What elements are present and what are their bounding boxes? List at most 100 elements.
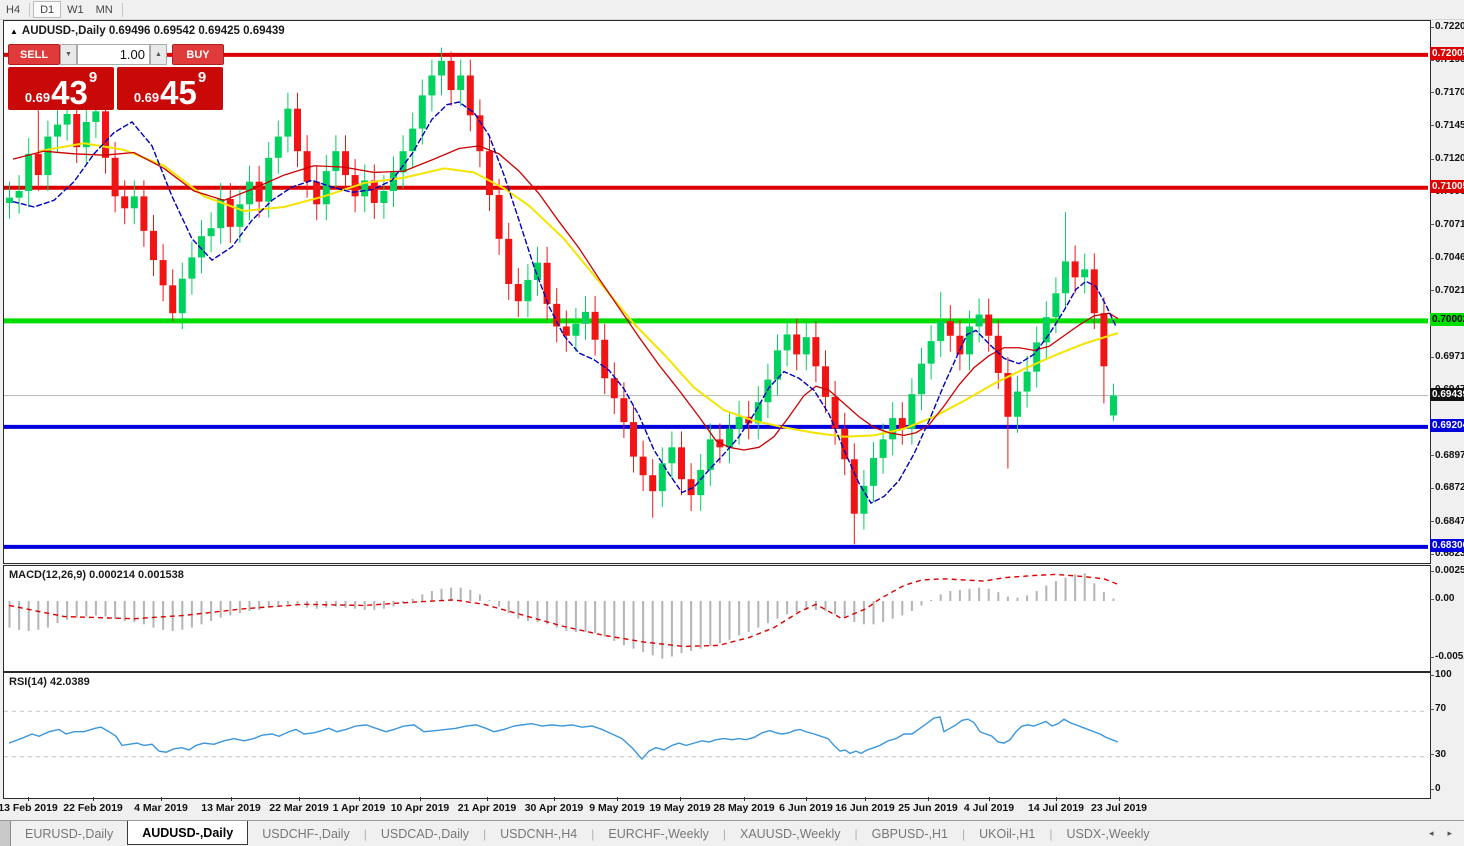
chart-tab-ukoil-h1[interactable]: UKOil-,H1 (979, 826, 1036, 841)
date-label: 1 Apr 2019 (332, 802, 386, 814)
date-tick (744, 797, 745, 801)
price-badge: 0.72005 (1430, 46, 1464, 60)
buy-button[interactable]: BUY (172, 44, 224, 65)
candle-up (726, 428, 733, 448)
candle-up (207, 228, 215, 237)
candle-down (639, 456, 647, 476)
rsi-chart-canvas[interactable] (4, 673, 1428, 796)
candle-up (783, 334, 791, 351)
candle-down (1004, 372, 1012, 417)
candle-up (668, 447, 676, 464)
timeframe-h4-button[interactable]: H4 (0, 1, 26, 18)
candle-up (438, 60, 445, 76)
candle-up (1033, 342, 1041, 372)
date-axis[interactable]: 13 Feb 2019 22 Feb 2019 4 Mar 2019 13 Mar 2… (0, 797, 1429, 818)
candle-down (985, 314, 993, 336)
candle-down (812, 337, 820, 367)
chart-tab-gbpusd-h1[interactable]: GBPUSD-,H1 (871, 826, 948, 841)
candle-down (649, 475, 657, 492)
candle-up (572, 323, 580, 336)
volume-increase-button[interactable]: ▲ (150, 44, 167, 65)
candle-up (409, 128, 417, 152)
chart-tabs: EURUSD-,Daily AUDUSD-,Daily USDCHF-,Daily |… (11, 821, 1164, 846)
chart-tab-xauusd-weekly[interactable]: XAUUSD-,Weekly (739, 826, 841, 841)
macd-chart-canvas[interactable] (4, 566, 1428, 669)
price-axis[interactable]: 0.722000.719500.717050.714550.712050.709… (1429, 20, 1464, 798)
candle-up (802, 337, 810, 355)
macd-indicator-panel[interactable]: MACD(12,26,9) 0.000214 0.001538 (3, 565, 1431, 672)
rsi-tick-label: 100 (1430, 669, 1452, 680)
candle-up (198, 236, 205, 258)
price-tick-label: 0.71705 (1429, 87, 1464, 98)
tab-scroll-right-icon[interactable]: ▸ (1447, 828, 1452, 838)
chart-tab-usdcnh-h4[interactable]: USDCNH-,H4 (500, 826, 578, 841)
candle-up (54, 124, 61, 137)
chart-tab-eurusd-daily[interactable]: EURUSD-,Daily (25, 826, 114, 841)
rsi-indicator-panel[interactable]: RSI(14) 42.0389 (3, 672, 1431, 799)
candle-up (889, 418, 897, 440)
candle-up (524, 279, 532, 302)
chart-tab-usdchf-daily[interactable]: USDCHF-,Daily (262, 826, 350, 841)
date-label: 22 Mar 2019 (269, 802, 329, 814)
buy-price-box[interactable]: 0.69 45 9 (117, 67, 223, 110)
chart-tab-bar: EURUSD-,Daily AUDUSD-,Daily USDCHF-,Daily |… (0, 820, 1464, 846)
date-tick (554, 797, 555, 801)
buy-price-point: 9 (197, 69, 207, 86)
timeframe-w1-button[interactable]: W1 (61, 1, 90, 18)
date-tick (1056, 797, 1057, 801)
candle-up (879, 439, 887, 458)
candle-up (1081, 269, 1089, 278)
date-tick (231, 797, 232, 801)
timeframe-d1-button[interactable]: D1 (33, 1, 62, 18)
candlesticks (6, 47, 1117, 545)
candle-up (937, 321, 945, 342)
candle-down (294, 108, 301, 152)
chart-tab-eurchf-weekly[interactable]: EURCHF-,Weekly (608, 826, 709, 841)
candle-down (898, 418, 906, 429)
candle-down (476, 115, 484, 152)
sell-price-base: 0.69 (24, 90, 51, 105)
chart-tab-audusd-daily[interactable]: AUDUSD-,Daily (127, 821, 249, 845)
candle-up (697, 469, 705, 496)
candlestick-chart-canvas[interactable] (4, 21, 1428, 561)
date-label: 21 Apr 2019 (457, 802, 517, 814)
candle-up (390, 172, 397, 192)
date-label: 10 Apr 2019 (390, 802, 450, 814)
candle-up (418, 95, 426, 129)
collapse-triangle-icon[interactable]: ▲ (10, 27, 18, 36)
price-chart-panel[interactable] (3, 20, 1431, 564)
candle-up (332, 151, 340, 172)
tab-scroll-left-icon[interactable]: ◂ (1428, 828, 1434, 838)
candle-down (850, 459, 858, 514)
macd-tick-label: 0.002522 (1430, 565, 1464, 576)
tab-scroll-controls: ◂ ▸ (1429, 821, 1464, 846)
candle-down (601, 339, 609, 379)
buy-price-pips: 45 (160, 73, 197, 111)
candle-up (380, 191, 388, 203)
candle-down (610, 378, 618, 399)
candle-up (966, 326, 973, 355)
candle-down (34, 153, 42, 176)
timeframe-mn-button[interactable]: MN (90, 1, 119, 18)
chart-tab-usdcad-daily[interactable]: USDCAD-,Daily (380, 826, 470, 841)
date-label: 13 Feb 2019 (0, 802, 58, 814)
candle-up (361, 180, 369, 197)
date-label: 13 Mar 2019 (201, 802, 261, 814)
macd-signal-line (8, 573, 1119, 648)
macd-tick-label: -0.005234 (1429, 651, 1464, 662)
date-label: 4 Jul 2019 (963, 802, 1015, 814)
sell-price-box[interactable]: 0.69 43 9 (8, 67, 114, 110)
chart-tab-usdx-weekly[interactable]: USDX-,Weekly (1066, 826, 1150, 841)
candle-up (44, 136, 52, 176)
date-label: 28 May 2019 (713, 802, 775, 814)
volume-input[interactable]: 1.00 (77, 44, 150, 65)
date-label: 4 Mar 2019 (134, 802, 188, 814)
sell-button[interactable]: SELL (8, 44, 60, 65)
volume-decrease-button[interactable]: ▼ (60, 44, 77, 65)
one-click-trade-panel: SELL ▼ 1.00 ▲ BUY 0.69 43 9 0.69 45 9 (8, 44, 227, 110)
date-tick (487, 797, 488, 801)
candle-down (687, 479, 695, 496)
